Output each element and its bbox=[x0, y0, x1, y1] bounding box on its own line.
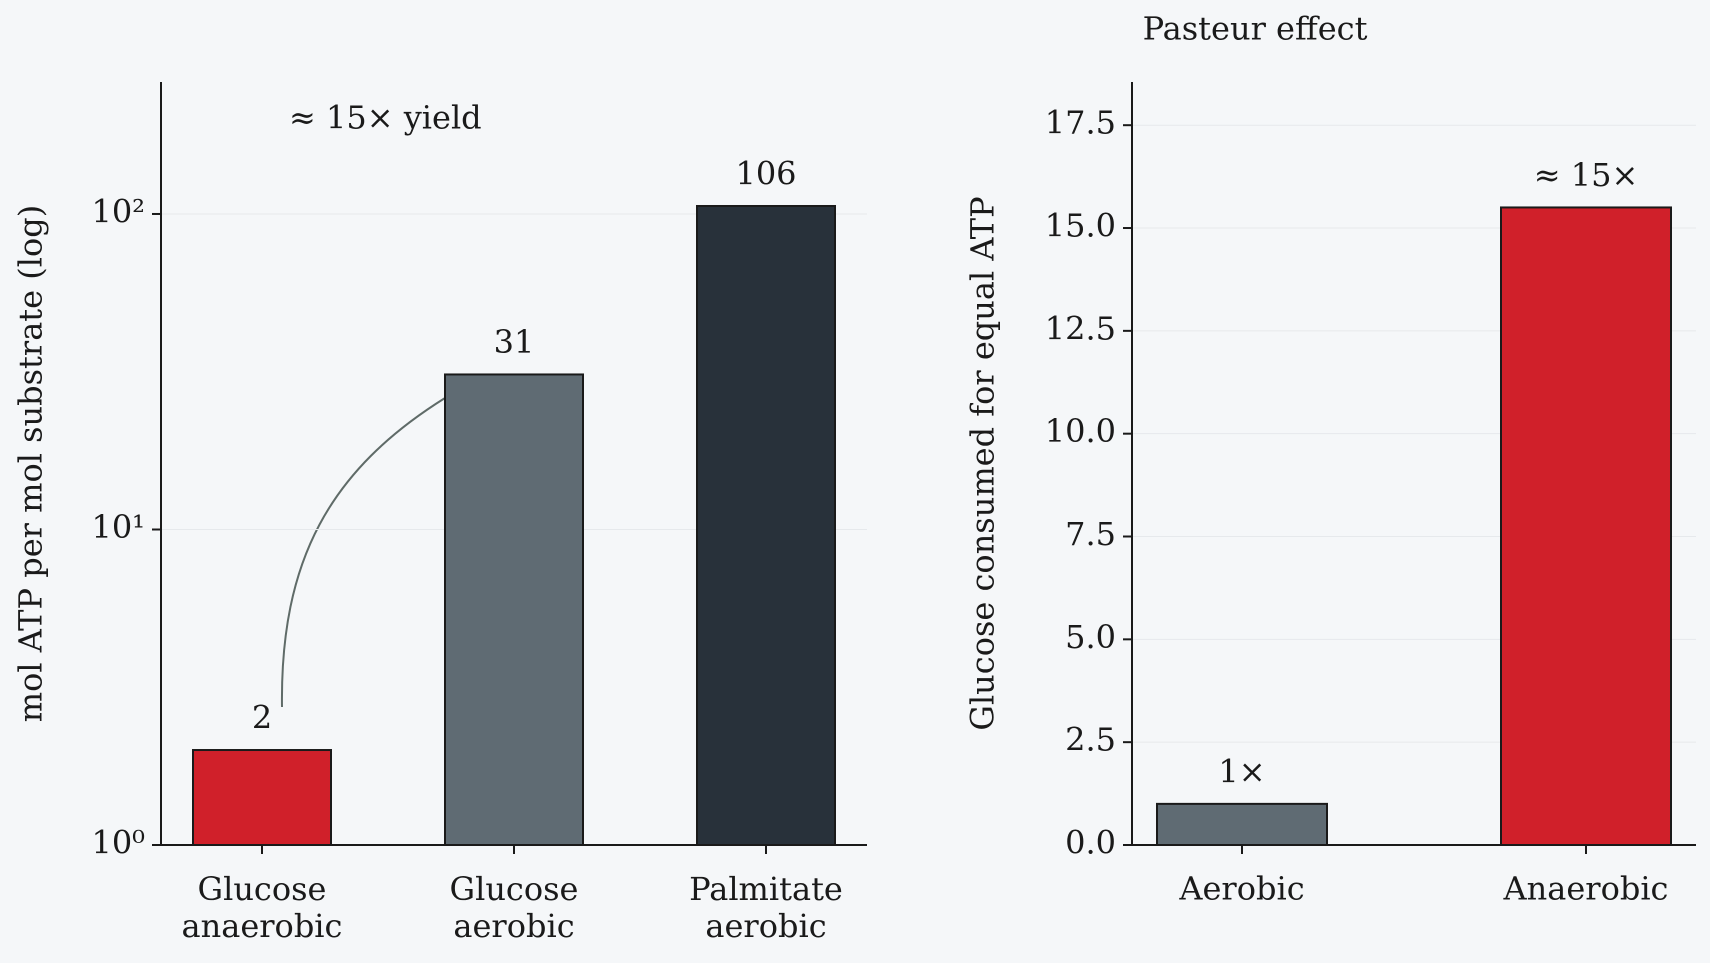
data-label: 1× bbox=[1218, 752, 1265, 790]
y-tick-label: 12.5 bbox=[1045, 309, 1116, 347]
x-tick-label: Glucose aerobic bbox=[450, 870, 579, 945]
y-tick-label: 0.0 bbox=[1065, 824, 1116, 862]
y-tick-label: 10¹ bbox=[91, 508, 145, 546]
x-tick-label: Palmitate aerobic bbox=[689, 870, 843, 945]
data-label: 106 bbox=[735, 154, 796, 192]
bar bbox=[1156, 802, 1328, 846]
y-tick-label: 10.0 bbox=[1045, 412, 1116, 450]
annotation-arrow bbox=[280, 397, 446, 708]
y-axis-label: mol ATP per mol substrate (log) bbox=[12, 205, 50, 722]
y-tick-label: 7.5 bbox=[1065, 515, 1116, 553]
y-tick-label: 15.0 bbox=[1045, 207, 1116, 245]
x-tick-label: Glucose anaerobic bbox=[182, 870, 343, 945]
data-label: 31 bbox=[494, 323, 535, 361]
bar bbox=[444, 373, 584, 846]
x-tick-label: Anaerobic bbox=[1503, 870, 1669, 908]
bar bbox=[696, 204, 836, 847]
data-label: 2 bbox=[252, 699, 272, 737]
y-tick-label: 17.5 bbox=[1045, 104, 1116, 142]
y-tick-label: 5.0 bbox=[1065, 618, 1116, 656]
chart-title: Pasteur effect bbox=[1143, 10, 1368, 48]
y-axis-label: Glucose consumed for equal ATP bbox=[964, 196, 1002, 730]
y-tick-label: 2.5 bbox=[1065, 721, 1116, 759]
bar bbox=[1500, 206, 1672, 847]
bar bbox=[192, 749, 332, 846]
y-tick-label: 10⁰ bbox=[91, 824, 145, 862]
x-tick-label: Aerobic bbox=[1178, 870, 1304, 908]
y-tick-label: 10² bbox=[91, 192, 145, 230]
annotation: ≈ 15× yield bbox=[289, 99, 482, 137]
data-label: ≈ 15× bbox=[1534, 156, 1639, 194]
